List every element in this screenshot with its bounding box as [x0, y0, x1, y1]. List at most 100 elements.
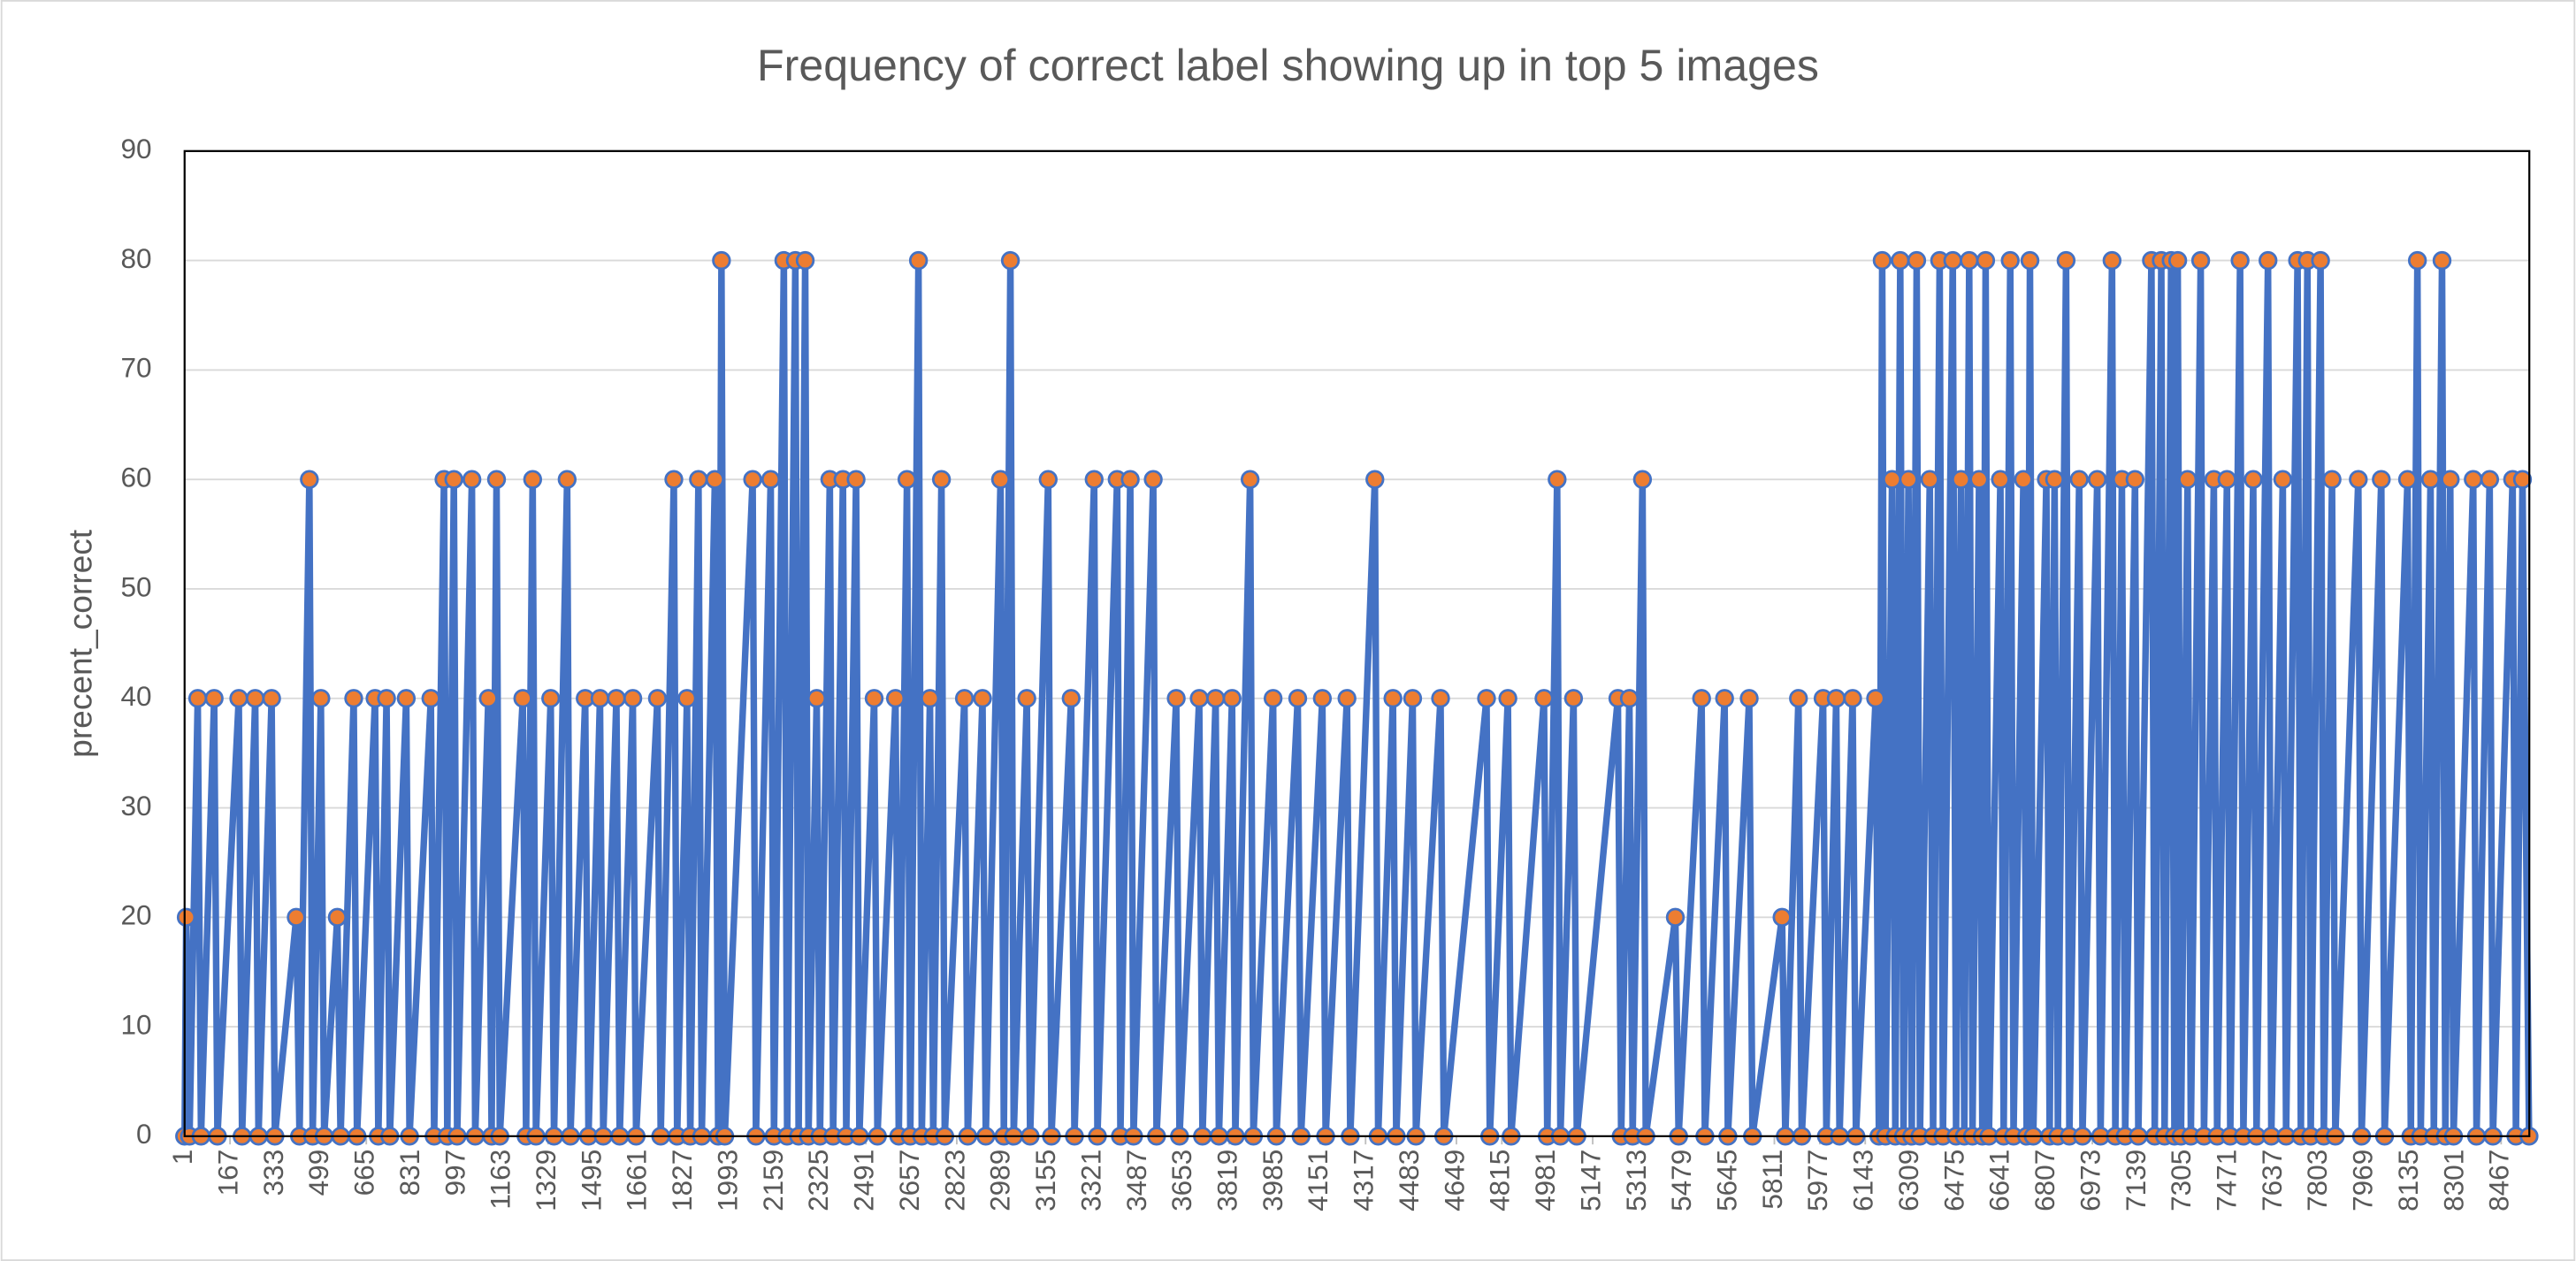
data-marker	[2420, 470, 2441, 489]
data-marker	[541, 689, 561, 708]
y-tick-label: 0	[136, 1118, 152, 1150]
data-marker	[462, 470, 482, 489]
data-marker	[1991, 470, 2010, 489]
data-marker	[2372, 470, 2391, 489]
y-tick-label: 30	[121, 790, 152, 822]
data-marker	[1263, 689, 1283, 708]
chart-title: Frequency of correct label showing up in…	[757, 41, 1819, 90]
data-marker	[1548, 470, 1567, 489]
data-marker	[1619, 689, 1640, 708]
x-tick-label: 4483	[1393, 1150, 1425, 1211]
x-tick-label: 3487	[1120, 1150, 1152, 1211]
data-marker	[2000, 250, 2020, 271]
data-marker	[2217, 470, 2236, 489]
data-marker	[1951, 470, 1971, 489]
x-tick-label: 4649	[1438, 1150, 1470, 1211]
y-tick-label: 70	[121, 352, 152, 384]
data-marker	[1715, 689, 1734, 708]
data-marker	[327, 907, 348, 927]
data-marker	[1969, 470, 1989, 489]
data-marker	[1498, 689, 1517, 708]
data-marker	[1534, 689, 1554, 708]
x-tick-label: 5645	[1710, 1150, 1742, 1211]
data-marker	[1120, 470, 1140, 489]
x-tick-label: 6475	[1938, 1150, 1969, 1211]
x-tick-label: 3155	[1029, 1150, 1061, 1211]
x-tick-label: 5977	[1801, 1150, 1833, 1211]
x-tick-label: 2159	[757, 1150, 789, 1211]
x-tick-label: 1993	[711, 1150, 743, 1211]
data-marker	[377, 689, 396, 708]
x-tick-label: 997	[439, 1150, 470, 1196]
data-marker	[1692, 689, 1711, 708]
data-marker	[1431, 689, 1450, 708]
data-marker	[2087, 470, 2107, 489]
x-tick-label: 8135	[2392, 1150, 2424, 1211]
data-marker	[712, 250, 731, 271]
data-marker	[885, 689, 906, 708]
data-marker	[2349, 470, 2368, 489]
data-marker	[2397, 470, 2418, 489]
data-marker	[1960, 250, 1979, 271]
y-tick-label: 10	[121, 1008, 152, 1040]
data-marker	[2020, 250, 2040, 271]
data-marker	[1038, 470, 1058, 489]
data-marker	[908, 250, 929, 271]
x-tick-label: 1661	[621, 1150, 653, 1211]
data-marker	[1843, 689, 1862, 708]
x-tick-label: 1	[166, 1150, 198, 1165]
data-marker	[2125, 470, 2145, 489]
data-marker	[864, 689, 884, 708]
data-marker	[1899, 470, 1918, 489]
data-marker	[2230, 250, 2250, 271]
y-tick-label: 80	[121, 242, 152, 274]
data-marker	[1000, 250, 1020, 271]
data-marker	[287, 907, 306, 927]
data-marker	[1907, 250, 1927, 271]
data-marker	[523, 470, 543, 489]
data-marker	[920, 689, 940, 708]
data-marker	[590, 689, 610, 708]
data-marker	[1365, 470, 1385, 489]
x-tick-label: 5479	[1665, 1150, 1697, 1211]
data-marker	[2512, 470, 2533, 489]
x-tick-label: 167	[211, 1150, 243, 1196]
plot-border	[183, 149, 2531, 1137]
y-tick-label: 20	[121, 899, 152, 931]
x-tick-label: 7471	[2211, 1150, 2243, 1211]
data-marker	[1891, 250, 1910, 271]
data-marker	[229, 689, 248, 708]
data-marker	[1739, 689, 1759, 708]
x-tick-label: 1329	[530, 1150, 562, 1211]
x-tick-label: 7637	[2256, 1150, 2288, 1211]
data-marker	[1563, 689, 1584, 708]
data-marker	[2069, 470, 2089, 489]
data-marker	[1240, 470, 1260, 489]
data-marker	[1976, 250, 1996, 271]
data-marker	[1189, 689, 1209, 708]
x-tick-label: 4151	[1302, 1150, 1334, 1211]
data-marker	[1017, 689, 1036, 708]
data-marker	[1061, 689, 1081, 708]
y-tick-label: 40	[121, 680, 152, 712]
x-tick-label: 333	[257, 1150, 289, 1196]
x-tick-label: 3653	[1166, 1150, 1197, 1211]
data-marker	[846, 470, 866, 489]
data-marker	[1205, 689, 1226, 708]
data-marker	[204, 689, 224, 708]
data-marker	[1312, 689, 1333, 708]
data-marker	[2167, 250, 2188, 271]
data-marker	[664, 470, 684, 489]
data-marker	[1665, 907, 1685, 927]
data-marker	[1288, 689, 1308, 708]
data-marker	[647, 689, 668, 708]
data-marker	[2056, 250, 2076, 271]
x-tick-label: 665	[348, 1150, 380, 1196]
x-tick-label: 7969	[2347, 1150, 2379, 1211]
data-marker	[421, 689, 440, 708]
data-marker	[2273, 470, 2293, 489]
data-marker	[2259, 250, 2278, 271]
data-marker	[245, 689, 265, 708]
data-marker	[689, 470, 708, 489]
